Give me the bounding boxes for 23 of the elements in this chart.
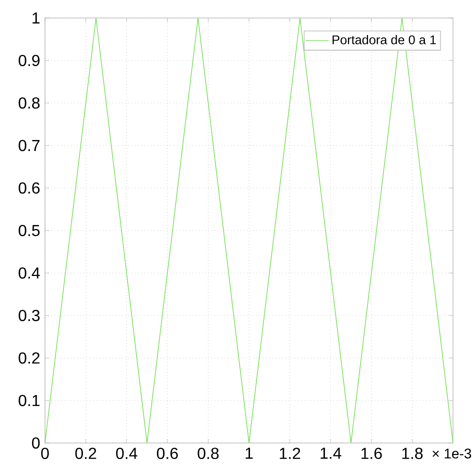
y-tick-label: 0.3 xyxy=(18,310,40,322)
x-tick-label: 1.8 xyxy=(402,448,423,460)
y-tick-label: 0.5 xyxy=(18,224,40,236)
y-tick-label: 0.8 xyxy=(18,97,40,109)
x-tick-label: 1 xyxy=(246,448,253,459)
y-tick-label: 0.2 xyxy=(18,352,40,364)
x-tick-label: 0.6 xyxy=(156,448,178,460)
x-tick-label: 1.2 xyxy=(280,448,300,459)
y-tick-label: 0.6 xyxy=(18,182,40,194)
x-tick-label: 1.6 xyxy=(362,448,382,460)
x-tick-label: 0 xyxy=(41,448,49,460)
x-tick-label: 0.8 xyxy=(198,448,219,460)
legend-label: Portadora de 0 a 1 xyxy=(332,35,436,44)
x-tick-label: 0.2 xyxy=(75,448,96,460)
y-tick-label: 0.7 xyxy=(18,140,40,152)
x-tick-label: 0.4 xyxy=(116,448,138,460)
y-tick-label: 0 xyxy=(32,437,40,449)
y-tick-label: 0.1 xyxy=(18,394,40,406)
y-tick-label: 0.4 xyxy=(18,267,40,279)
y-tick-label: 1 xyxy=(32,12,40,24)
y-tick-label: 0.9 xyxy=(18,54,40,66)
x-tick-label: 1.4 xyxy=(320,448,342,459)
x-axis-title: × 1e-3 xyxy=(432,448,472,459)
